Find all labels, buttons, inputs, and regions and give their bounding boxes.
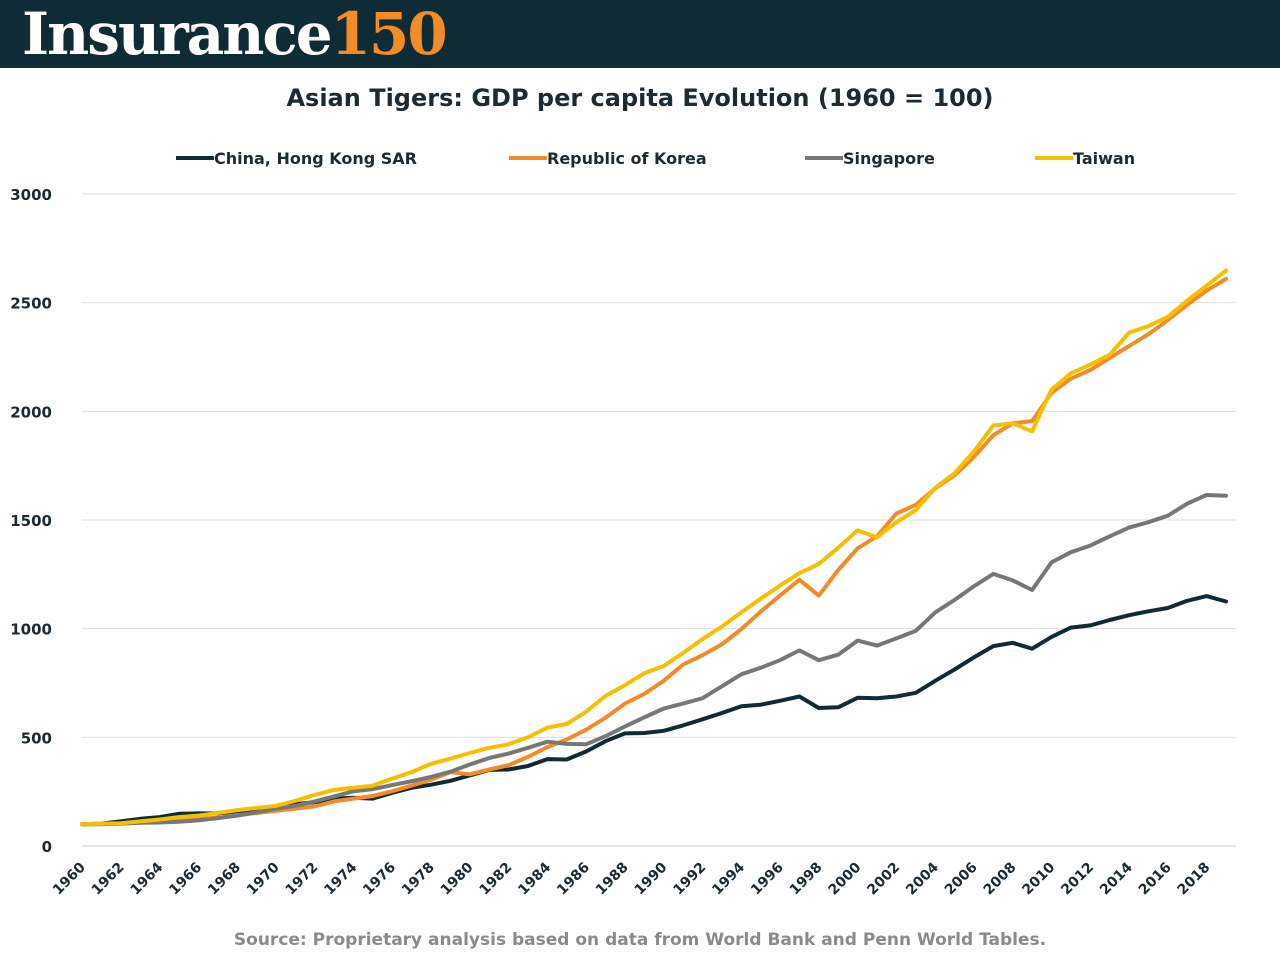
x-tick-label: 1972 (283, 860, 322, 899)
legend-swatch (509, 155, 547, 160)
legend-item-singapore: Singapore (805, 146, 935, 172)
insurance150-logo[interactable]: Insurance150 (22, 0, 448, 68)
x-tick-label: 1960 (50, 859, 89, 898)
x-tick-label: 2014 (1097, 859, 1136, 898)
chart-title: Asian Tigers: GDP per capita Evolution (… (286, 84, 994, 112)
legend-label: Republic of Korea (547, 149, 707, 168)
series-line-taiwan (80, 268, 1228, 827)
legend-item-korea: Republic of Korea (509, 146, 707, 172)
x-tick-label: 2000 (826, 859, 865, 898)
y-tick-label: 1000 (10, 621, 52, 639)
x-tick-label: 2018 (1175, 860, 1214, 899)
x-tick-label: 1996 (748, 860, 787, 899)
x-tick-label: 1974 (321, 859, 360, 898)
logo-number: 150 (330, 0, 448, 68)
legend-label: Taiwan (1073, 149, 1136, 168)
y-tick-label: 1500 (10, 512, 52, 530)
x-tick-label: 1998 (787, 860, 826, 899)
x-tick-label: 2016 (1136, 860, 1175, 899)
x-tick-label: 2004 (903, 859, 942, 898)
y-tick-label: 500 (21, 729, 52, 747)
x-tick-label: 1992 (670, 860, 709, 899)
x-tick-label: 1962 (89, 860, 128, 899)
legend-swatch (1035, 155, 1073, 160)
y-tick-label: 2500 (10, 295, 52, 313)
legend-item-taiwan: Taiwan (1035, 146, 1135, 172)
series-line-china-hong-kong-sar (80, 594, 1228, 827)
x-tick-label: 1990 (632, 859, 671, 898)
legend-swatch (805, 155, 843, 160)
x-tick-label: 1976 (360, 860, 399, 899)
header-bar: Insurance150 (0, 0, 1280, 68)
y-tick-label: 2000 (10, 403, 52, 421)
x-tick-label: 1964 (128, 859, 167, 898)
x-tick-label: 1978 (399, 860, 438, 899)
x-tick-label: 2002 (864, 860, 903, 899)
series-line-singapore (80, 493, 1228, 827)
x-tick-label: 1986 (554, 860, 593, 899)
x-tick-label: 2008 (981, 860, 1020, 899)
y-tick-label: 0 (42, 838, 52, 856)
y-tick-label: 3000 (10, 186, 52, 204)
logo-text: Insurance (22, 0, 333, 68)
legend-label: China, Hong Kong SAR (214, 149, 417, 168)
x-tick-label: 2006 (942, 860, 981, 899)
x-tick-label: 1984 (515, 859, 554, 898)
x-tick-label: 2010 (1019, 859, 1058, 898)
legend-label: Singapore (843, 149, 935, 168)
x-tick-label: 1966 (166, 860, 205, 899)
series-line-republic-of-korea (80, 276, 1228, 827)
legend-item-hong-kong: China, Hong Kong SAR (176, 146, 417, 172)
x-tick-label: 1988 (593, 860, 632, 899)
chart-legend: China, Hong Kong SAR Republic of Korea S… (0, 146, 1280, 172)
x-tick-label: 1968 (205, 860, 244, 899)
x-tick-label: 1970 (244, 859, 283, 898)
source-note: Source: Proprietary analysis based on da… (233, 930, 1047, 950)
x-tick-label: 1994 (709, 859, 748, 898)
x-tick-label: 1980 (438, 859, 477, 898)
x-tick-label: 2012 (1058, 860, 1097, 899)
x-tick-label: 1982 (477, 860, 516, 899)
legend-swatch (176, 155, 214, 160)
